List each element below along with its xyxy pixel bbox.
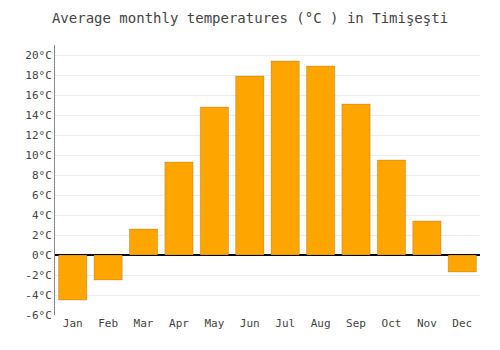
svg-text:Nov: Nov (417, 317, 437, 330)
svg-text:12°C: 12°C (25, 129, 52, 142)
svg-text:Feb: Feb (98, 317, 118, 330)
svg-text:4°C: 4°C (32, 209, 52, 222)
svg-text:Average monthly temperatures (: Average monthly temperatures (°C ) in Ti… (52, 10, 448, 26)
svg-text:Jan: Jan (63, 317, 83, 330)
svg-text:Jun: Jun (240, 317, 260, 330)
svg-text:May: May (204, 317, 224, 330)
svg-text:8°C: 8°C (32, 169, 52, 182)
svg-text:Mar: Mar (134, 317, 154, 330)
svg-text:16°C: 16°C (25, 89, 52, 102)
svg-text:Oct: Oct (382, 317, 402, 330)
svg-text:14°C: 14°C (25, 109, 52, 122)
svg-text:10°C: 10°C (25, 149, 52, 162)
svg-text:Dec: Dec (452, 317, 472, 330)
svg-text:18°C: 18°C (25, 69, 52, 82)
svg-text:Aug: Aug (311, 317, 331, 330)
svg-text:-2°C: -2°C (25, 269, 52, 282)
svg-text:6°C: 6°C (32, 189, 52, 202)
svg-text:-4°C: -4°C (25, 289, 52, 302)
svg-text:Apr: Apr (169, 317, 189, 330)
svg-text:0°C: 0°C (32, 249, 52, 262)
svg-text:Jul: Jul (275, 317, 295, 330)
svg-text:-6°C: -6°C (25, 309, 52, 322)
svg-text:2°C: 2°C (32, 229, 52, 242)
svg-text:20°C: 20°C (25, 49, 52, 62)
svg-text:Sep: Sep (346, 317, 366, 330)
